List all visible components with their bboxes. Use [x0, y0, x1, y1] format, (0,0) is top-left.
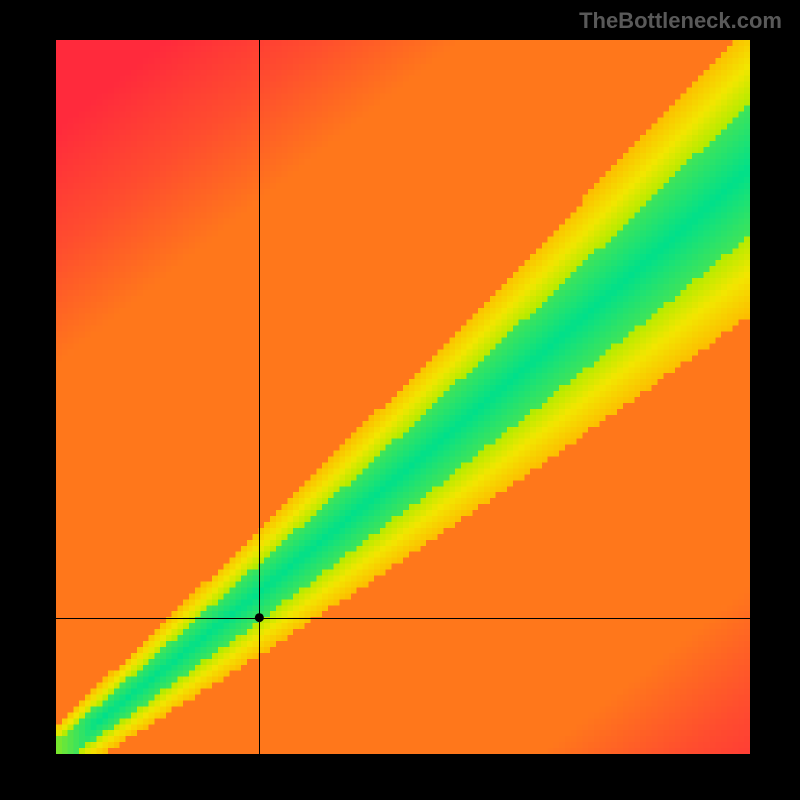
crosshair-overlay — [56, 40, 750, 754]
heatmap-plot-area — [56, 40, 750, 754]
watermark-label: TheBottleneck.com — [579, 8, 782, 34]
figure-container: TheBottleneck.com — [0, 0, 800, 800]
